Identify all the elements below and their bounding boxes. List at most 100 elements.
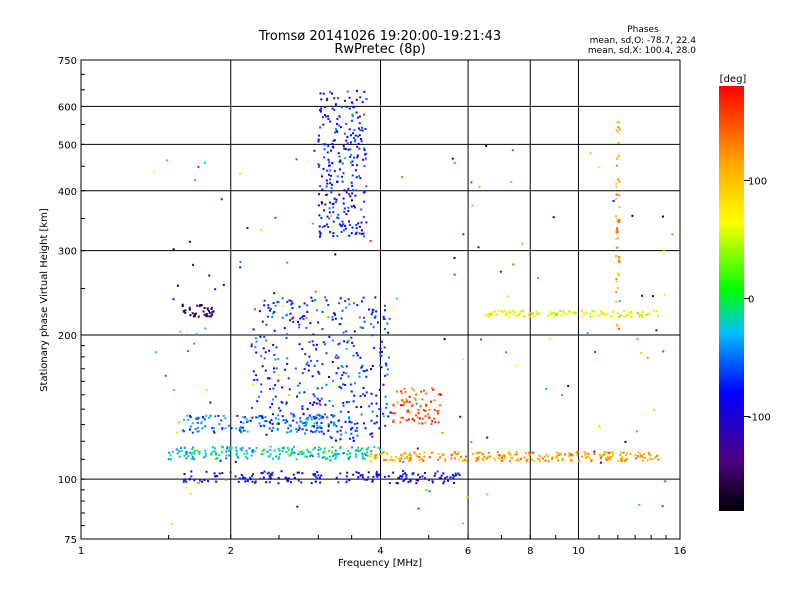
scatter-point bbox=[347, 410, 350, 413]
scatter-point bbox=[654, 456, 657, 459]
scatter-point bbox=[478, 451, 481, 454]
scatter-point bbox=[254, 337, 257, 340]
scatter-point bbox=[617, 236, 620, 239]
scatter-point bbox=[378, 388, 381, 391]
scatter-point bbox=[275, 346, 278, 349]
scatter-point bbox=[391, 412, 394, 415]
scatter-point bbox=[266, 472, 269, 475]
scatter-point bbox=[204, 452, 207, 455]
scatter-point bbox=[196, 416, 199, 419]
scatter-point bbox=[337, 343, 340, 346]
scatter-point bbox=[372, 326, 375, 329]
scatter-point bbox=[348, 417, 351, 420]
scatter-point bbox=[274, 384, 277, 387]
scatter-point bbox=[172, 248, 175, 251]
scatter-point bbox=[333, 313, 336, 316]
scatter-point bbox=[323, 456, 326, 459]
scatter-point bbox=[649, 313, 652, 316]
scatter-point bbox=[527, 451, 530, 454]
scatter-point bbox=[453, 162, 456, 165]
scatter-point bbox=[182, 418, 185, 421]
scatter-point bbox=[462, 522, 465, 525]
scatter-point bbox=[242, 426, 245, 429]
scatter-point bbox=[503, 456, 506, 459]
scatter-point bbox=[481, 457, 484, 460]
scatter-point bbox=[618, 257, 621, 260]
scatter-point bbox=[310, 296, 313, 299]
scatter-point bbox=[605, 312, 608, 315]
scatter-point bbox=[285, 419, 288, 422]
scatter-point bbox=[301, 452, 304, 455]
scatter-point bbox=[261, 417, 264, 420]
scatter-point bbox=[365, 369, 368, 372]
scatter-point bbox=[216, 456, 219, 459]
scatter-point bbox=[325, 383, 328, 386]
scatter-point bbox=[263, 448, 266, 451]
scatter-point bbox=[336, 234, 339, 237]
scatter-point bbox=[506, 311, 509, 314]
scatter-point bbox=[615, 228, 618, 231]
scatter-point bbox=[382, 315, 385, 318]
scatter-point bbox=[255, 374, 258, 377]
scatter-point bbox=[373, 316, 376, 319]
scatter-point bbox=[356, 116, 359, 119]
scatter-point bbox=[271, 457, 274, 460]
scatter-point bbox=[344, 148, 347, 151]
scatter-point bbox=[510, 181, 513, 184]
scatter-point bbox=[350, 428, 353, 431]
scatter-point bbox=[305, 363, 308, 366]
scatter-point bbox=[357, 142, 360, 145]
scatter-point bbox=[598, 315, 601, 318]
scatter-point bbox=[312, 333, 315, 336]
scatter-point bbox=[509, 311, 512, 314]
scatter-point bbox=[623, 315, 626, 318]
scatter-point bbox=[191, 456, 194, 459]
scatter-point bbox=[308, 355, 311, 358]
scatter-point bbox=[350, 336, 353, 339]
scatter-point bbox=[523, 456, 526, 459]
scatter-point bbox=[313, 364, 316, 367]
scatter-point bbox=[291, 307, 294, 310]
colorbar-tick-label: 0 bbox=[748, 295, 754, 306]
scatter-point bbox=[428, 416, 431, 419]
scatter-point bbox=[193, 313, 196, 316]
scatter-point bbox=[637, 451, 640, 454]
scatter-point bbox=[638, 315, 641, 318]
scatter-point bbox=[405, 400, 408, 403]
scatter-point bbox=[326, 457, 329, 460]
scatter-point bbox=[611, 451, 614, 454]
scatter-point bbox=[328, 455, 331, 458]
scatter-point bbox=[335, 425, 338, 428]
scatter-point bbox=[396, 482, 399, 485]
scatter-point bbox=[602, 453, 605, 456]
scatter-point bbox=[401, 176, 404, 179]
scatter-point bbox=[330, 187, 333, 190]
scatter-point bbox=[417, 412, 420, 415]
scatter-point bbox=[528, 315, 531, 318]
scatter-point bbox=[533, 315, 536, 318]
scatter-point bbox=[438, 393, 441, 396]
scatter-point bbox=[189, 492, 192, 495]
scatter-point bbox=[215, 457, 218, 460]
scatter-point bbox=[305, 428, 308, 431]
scatter-point bbox=[370, 323, 373, 326]
scatter-point bbox=[317, 398, 320, 401]
scatter-point bbox=[298, 305, 301, 308]
scatter-point bbox=[301, 316, 304, 319]
scatter-point bbox=[291, 448, 294, 451]
scatter-point bbox=[416, 447, 419, 450]
scatter-point bbox=[599, 456, 602, 459]
scatter-point bbox=[297, 384, 300, 387]
scatter-point bbox=[243, 452, 246, 455]
scatter-point bbox=[316, 477, 319, 480]
scatter-point bbox=[615, 238, 618, 241]
scatter-point bbox=[351, 115, 354, 118]
scatter-point bbox=[423, 455, 426, 458]
scatter-point bbox=[317, 449, 320, 452]
scatter-point bbox=[285, 337, 288, 340]
scatter-point bbox=[318, 235, 321, 238]
scatter-point bbox=[424, 409, 427, 412]
scatter-point bbox=[196, 430, 199, 433]
scatter-point bbox=[427, 479, 430, 482]
scatter-point bbox=[274, 417, 277, 420]
